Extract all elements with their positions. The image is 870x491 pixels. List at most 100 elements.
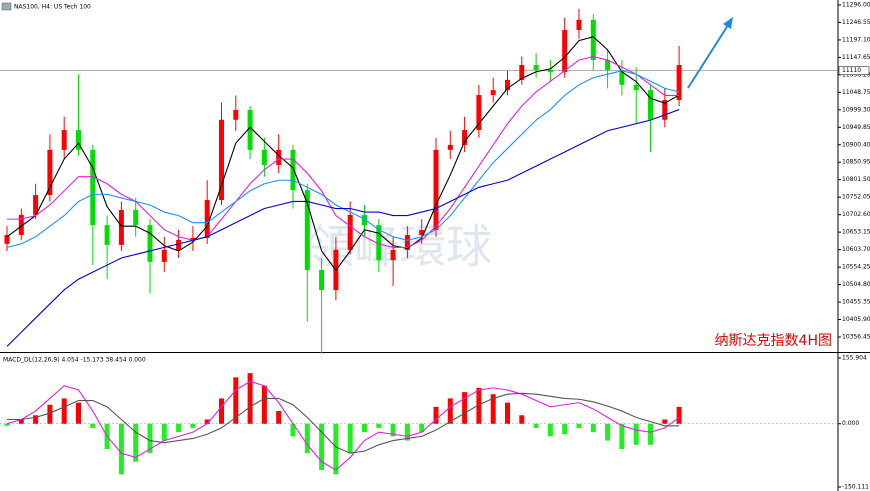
histogram-bar [447, 398, 453, 424]
candle-body [147, 225, 153, 262]
y-tick-label: 10356.45 [842, 333, 870, 340]
histogram-bar [590, 423, 596, 433]
candle-body [33, 195, 39, 215]
histogram-bar [219, 398, 224, 424]
candle-body [419, 230, 425, 236]
histogram-bar [433, 406, 439, 424]
candle-body [61, 130, 67, 150]
histogram-bar [347, 423, 353, 454]
indicator-title: MACD_DL(12,26,9) 4.054 -15.173 38.454 0.… [3, 357, 146, 364]
indicator-line [7, 55, 680, 248]
histogram-bar [90, 423, 96, 428]
candle-body [161, 249, 167, 262]
candle-body [190, 237, 196, 240]
y-tick-label: 10405.90 [842, 316, 870, 323]
indicator-line [6, 36, 680, 272]
y-tick-label: 10504.80 [842, 281, 870, 288]
histogram-bar [333, 423, 339, 475]
histogram-bar [247, 373, 253, 424]
candle-body [505, 79, 510, 91]
histogram-bar [619, 423, 625, 450]
y-tick-label: 10702.60 [842, 211, 870, 218]
candle-body [176, 239, 182, 250]
candle-body [18, 214, 24, 236]
histogram-bar [419, 423, 425, 433]
candle-body [233, 109, 239, 120]
symbol-icon [1, 2, 12, 11]
candle-body [433, 149, 439, 231]
y-tick-label: 10554.25 [842, 264, 870, 271]
histogram-bar [362, 423, 367, 433]
forecast-arrow [687, 17, 733, 89]
candle-body [219, 119, 224, 201]
candle-body [261, 149, 267, 166]
histogram-bar [290, 423, 296, 437]
histogram-bar [633, 423, 639, 445]
y-tick-label: 10801.50 [842, 176, 870, 183]
histogram-bar [261, 385, 267, 424]
candle-body [390, 249, 396, 261]
candle-body [104, 225, 110, 245]
candle-body [633, 84, 639, 91]
y-tick-label: 11147.65 [842, 54, 870, 61]
last-price-box [838, 66, 870, 75]
candle-body [204, 200, 210, 238]
histogram-bar [190, 423, 196, 428]
candle-body [118, 209, 124, 245]
candle-body [319, 270, 325, 291]
histogram-bar [562, 423, 568, 435]
candle-body [648, 90, 653, 120]
histogram-bar [33, 415, 39, 424]
histogram-bar [676, 406, 682, 424]
histogram-bar [533, 423, 539, 428]
histogram-bar [648, 423, 653, 445]
candle-body [133, 209, 139, 226]
y-tick-label: 11246.55 [842, 19, 870, 26]
candle-body [562, 30, 568, 73]
histogram-bar [161, 423, 167, 441]
annotation: 纳斯达克指数4H图 [715, 333, 832, 349]
candle-body [605, 60, 611, 70]
y-tick-label: 10949.85 [842, 124, 870, 131]
y-tick-label: 0.000 [842, 420, 859, 427]
histogram-bar [505, 402, 510, 424]
candle-body [662, 100, 668, 120]
y-tick-label: 11296.00 [842, 1, 870, 8]
histogram-bar [204, 419, 210, 424]
y-tick-label: 10850.95 [842, 159, 870, 166]
candle-body [490, 90, 496, 96]
candle-body [533, 65, 539, 70]
indicator-line [6, 380, 680, 471]
candle-body [376, 225, 382, 261]
candle-body [447, 144, 453, 150]
candle-body [676, 65, 682, 101]
last-price-label: 11110 [842, 67, 861, 74]
histogram-bar [61, 398, 67, 424]
candle-body [576, 19, 582, 31]
y-tick-label: 10603.70 [842, 246, 870, 253]
candle-body [347, 214, 353, 250]
histogram-bar [519, 415, 525, 424]
candle-body [547, 69, 553, 73]
candle-body [619, 69, 625, 85]
histogram-bar [147, 423, 153, 454]
y-tick-label: 10752.05 [842, 194, 870, 201]
candle-body [290, 149, 296, 191]
candle-body [247, 109, 253, 150]
histogram-bar [605, 423, 611, 441]
histogram-bar [276, 411, 282, 424]
histogram-bar [176, 423, 182, 433]
histogram-bar [319, 423, 325, 471]
candle-body [276, 149, 282, 166]
histogram-bar [304, 423, 310, 454]
indicator-line [6, 109, 680, 347]
candle-body [590, 19, 596, 61]
y-tick-label: 11197.10 [842, 36, 870, 43]
candle-body [47, 149, 53, 196]
histogram-bar [576, 423, 582, 428]
candle-body [304, 190, 310, 271]
histogram-bar [662, 419, 668, 424]
y-tick-label: -150.111 [842, 483, 869, 490]
candle-body [462, 130, 468, 145]
